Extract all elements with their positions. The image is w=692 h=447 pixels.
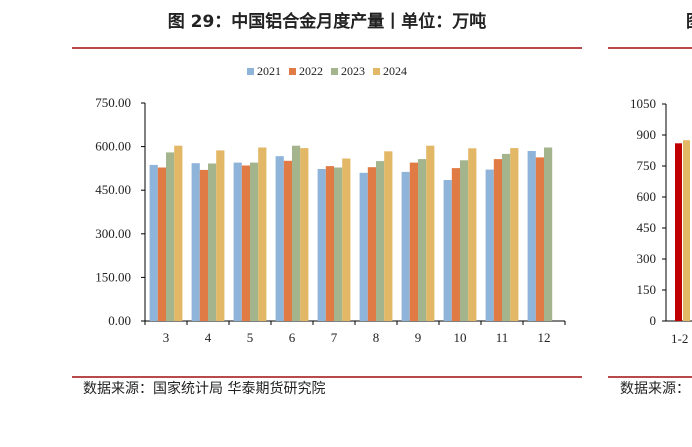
y-tick-label: 450 — [637, 220, 657, 235]
legend-item: 2021 — [247, 63, 281, 79]
bar — [535, 157, 544, 321]
bar — [468, 148, 477, 321]
bar — [250, 162, 259, 321]
legend-label: 2022 — [299, 64, 323, 78]
bar — [325, 166, 334, 321]
bar — [502, 153, 511, 321]
bar — [199, 169, 208, 321]
y-tick-label: 150 — [637, 282, 657, 297]
legend-label: 2023 — [341, 64, 365, 78]
x-tick-label: 4 — [205, 330, 212, 345]
right-bar-chart: 0 150 300 450 600 750 900 1050 1-2 — [630, 96, 692, 346]
legend-swatch — [289, 67, 296, 75]
bar — [241, 165, 250, 321]
chart-legend: 2021 2022 2023 2024 — [72, 63, 582, 79]
y-tick-label: 300 — [637, 251, 657, 266]
bar — [275, 156, 284, 321]
bar — [283, 160, 292, 321]
x-tick-label: 10 — [454, 330, 467, 345]
legend-swatch — [331, 67, 338, 75]
x-tick-label: 1-2 — [671, 331, 688, 346]
y-tick-label: 0 — [650, 313, 657, 328]
bar — [510, 148, 519, 321]
legend-swatch — [247, 67, 254, 75]
chart-title: 图 29：中国铝合金月度产量丨单位：万吨 — [167, 12, 487, 32]
bar — [216, 150, 225, 321]
x-tick-label: 7 — [331, 330, 338, 345]
x-tick-label: 3 — [163, 330, 170, 345]
bar — [460, 160, 469, 321]
y-tick-label: 0.00 — [108, 313, 131, 328]
legend-item: 2022 — [289, 63, 323, 79]
right-chart-title: 图 — [686, 8, 692, 36]
bar — [683, 140, 690, 321]
y-tick-label: 600 — [637, 189, 657, 204]
bar — [149, 164, 158, 321]
bar — [334, 167, 343, 321]
bar — [174, 145, 183, 321]
bar — [401, 171, 410, 321]
bar — [208, 163, 217, 321]
x-tick-label: 12 — [538, 330, 551, 345]
bar — [359, 172, 368, 321]
x-tick-label: 11 — [496, 330, 509, 345]
data-source: 数据来源：国家统计局 华泰期货研究院 — [83, 381, 326, 397]
legend-label: 2024 — [383, 64, 407, 78]
bar — [451, 168, 460, 321]
bar — [292, 145, 301, 321]
bar — [376, 161, 385, 321]
title-divider — [72, 47, 582, 49]
bar — [485, 169, 494, 321]
bar — [443, 180, 452, 321]
bar — [367, 167, 376, 321]
bar — [233, 162, 242, 321]
y-tick-label: 450.00 — [95, 182, 131, 197]
right-source-divider — [608, 376, 692, 378]
source-divider — [72, 376, 582, 378]
legend-swatch — [373, 67, 380, 75]
bar — [418, 159, 427, 321]
y-tick-label: 300.00 — [95, 226, 131, 241]
bar — [426, 145, 435, 321]
y-tick-label: 1050 — [630, 96, 656, 111]
bar — [493, 159, 502, 321]
x-tick-label: 6 — [289, 330, 296, 345]
y-tick-label: 600.00 — [95, 139, 131, 154]
y-tick-label: 900 — [637, 127, 657, 142]
legend-label: 2021 — [257, 64, 281, 78]
bar — [409, 162, 418, 321]
bar — [317, 169, 326, 321]
bar — [191, 163, 200, 321]
legend-item: 2024 — [373, 63, 407, 79]
bar — [166, 152, 175, 321]
right-title-divider — [608, 47, 692, 49]
bar — [675, 143, 682, 321]
x-tick-label: 9 — [415, 330, 422, 345]
bar — [157, 167, 166, 321]
bar — [342, 158, 351, 321]
bar — [384, 151, 393, 321]
bar — [258, 147, 267, 321]
y-tick-label: 750.00 — [95, 95, 131, 110]
legend-item: 2023 — [331, 63, 365, 79]
x-tick-label: 5 — [247, 330, 254, 345]
x-tick-label: 8 — [373, 330, 380, 345]
bar — [300, 148, 309, 321]
bar — [527, 151, 536, 321]
y-tick-label: 150.00 — [95, 269, 131, 284]
bar — [544, 147, 553, 321]
right-data-source: 数据来源： — [620, 381, 690, 397]
y-tick-label: 750 — [637, 158, 657, 173]
